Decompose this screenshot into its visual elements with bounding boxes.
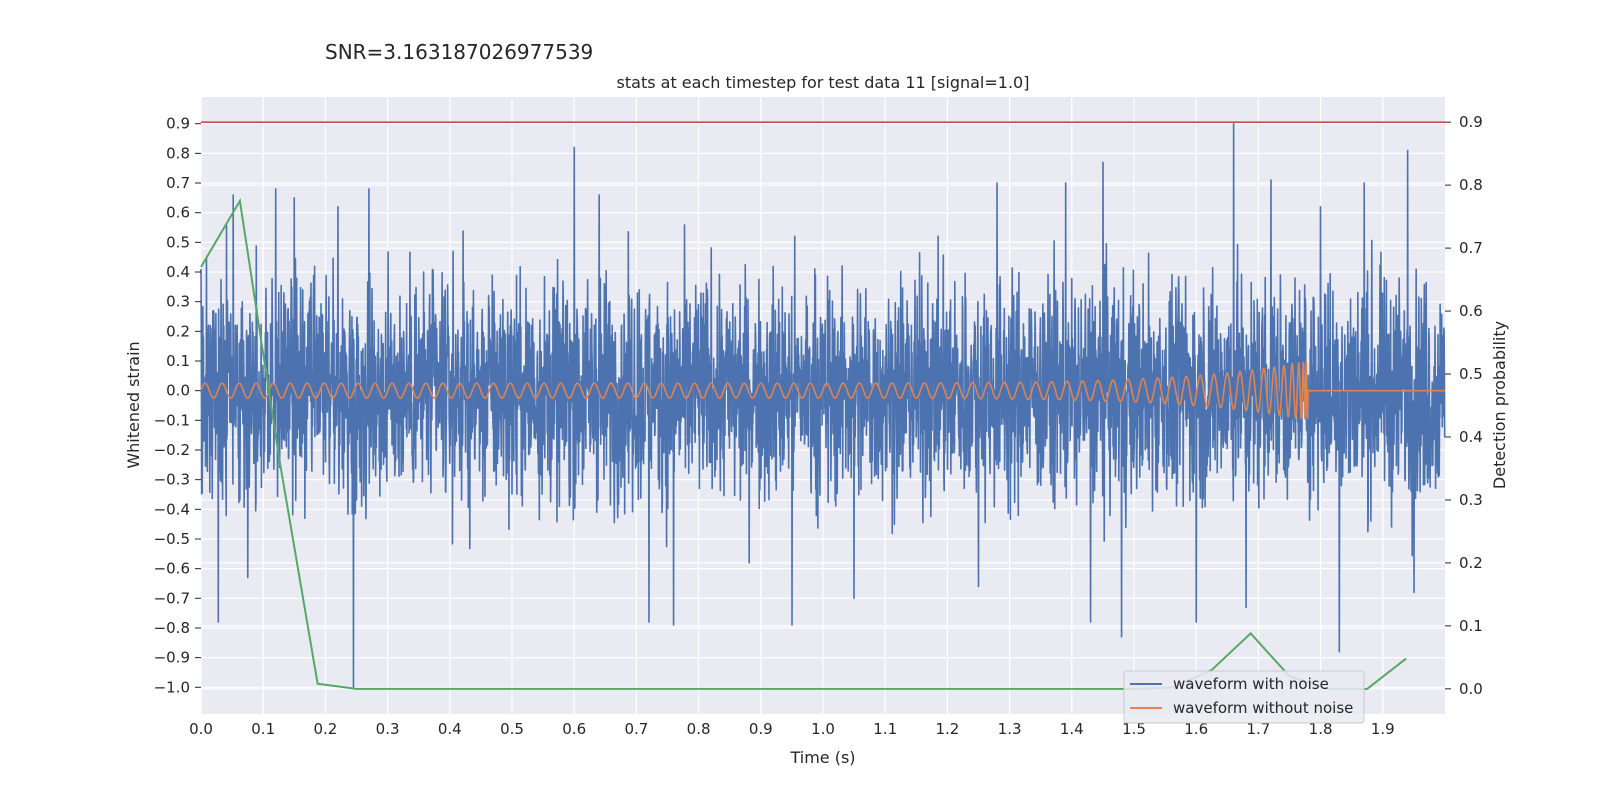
chart-title: stats at each timestep for test data 11 … (617, 73, 1030, 92)
y2-tick-label: 0.3 (1459, 491, 1483, 509)
y-tick-label: −0.3 (154, 471, 190, 489)
y-tick-label: −0.8 (154, 619, 190, 637)
axis-ticks: 0.0 0.1 0.2 0.3 0.4 0.5 0.6 0.7 0.8 0.9 1.0 1.1 1.2 1… (154, 113, 1483, 738)
x-tick-label: 1.9 (1371, 720, 1395, 738)
legend: waveform with noise waveform without noi… (1123, 670, 1365, 724)
y-tick-label: 0.4 (166, 263, 190, 281)
y-tick-label: 0.2 (166, 322, 190, 340)
x-tick-label: 0.5 (500, 720, 524, 738)
y2-tick-label: 0.0 (1459, 680, 1483, 698)
y-tick-label: −0.7 (154, 589, 190, 607)
x-tick-label: 0.3 (376, 720, 400, 738)
y-tick-label: 0.8 (166, 144, 190, 162)
x-tick-label: 1.5 (1122, 720, 1146, 738)
y-tick-label: −0.5 (154, 530, 190, 548)
y2-tick-label: 0.2 (1459, 554, 1483, 572)
y-tick-label: 0.3 (166, 293, 190, 311)
x-tick-label: 1.3 (998, 720, 1022, 738)
x-tick-label: 0.6 (562, 720, 586, 738)
y-tick-label: −0.4 (154, 500, 190, 518)
x-tick-label: 1.4 (1060, 720, 1084, 738)
series-waveform-without-noise (200, 361, 1445, 420)
y-tick-label: 0.6 (166, 204, 190, 222)
x-tick-label: 1.0 (811, 720, 835, 738)
y2-axis-label: Detection probability (1490, 321, 1509, 489)
y-tick-label: −0.2 (154, 441, 190, 459)
x-tick-label: 1.6 (1184, 720, 1208, 738)
y2-tick-label: 0.9 (1459, 113, 1483, 131)
legend-label-clean: waveform without noise (1173, 699, 1353, 717)
x-axis-label: Time (s) (789, 748, 855, 767)
y-tick-label: 0.1 (166, 352, 190, 370)
legend-box (1123, 670, 1365, 724)
y-axis-label: Whitened strain (124, 341, 143, 468)
y-tick-label: −1.0 (154, 678, 190, 696)
x-tick-label: 0.2 (313, 720, 337, 738)
y2-tick-label: 0.4 (1459, 428, 1483, 446)
y-tick-label: 0.9 (166, 115, 190, 133)
y2-tick-label: 0.8 (1459, 176, 1483, 194)
y-tick-label: −0.9 (154, 649, 190, 667)
x-tick-label: 0.0 (189, 720, 213, 738)
y-tick-label: 0.7 (166, 174, 190, 192)
noisy-waveform-line (200, 122, 1446, 689)
x-tick-label: 0.1 (251, 720, 275, 738)
snr-label: SNR=3.163187026977539 (325, 40, 594, 64)
y2-tick-label: 0.6 (1459, 302, 1483, 320)
x-tick-label: 1.2 (935, 720, 959, 738)
y2-tick-label: 0.1 (1459, 617, 1483, 635)
x-tick-label: 1.1 (873, 720, 897, 738)
x-tick-label: 1.7 (1246, 720, 1270, 738)
y-tick-label: 0.0 (166, 382, 190, 400)
x-tick-label: 1.8 (1309, 720, 1333, 738)
x-tick-label: 0.4 (438, 720, 462, 738)
y2-tick-label: 0.5 (1459, 365, 1483, 383)
x-tick-label: 0.8 (687, 720, 711, 738)
y-tick-label: −0.1 (154, 411, 190, 429)
y-tick-label: −0.6 (154, 560, 190, 578)
clean-waveform-line (200, 361, 1445, 420)
legend-label-noisy: waveform with noise (1173, 675, 1329, 693)
y-tick-label: 0.5 (166, 233, 190, 251)
x-tick-label: 0.7 (624, 720, 648, 738)
series-waveform-with-noise (200, 122, 1446, 689)
x-tick-label: 0.9 (749, 720, 773, 738)
y2-tick-label: 0.7 (1459, 239, 1483, 257)
